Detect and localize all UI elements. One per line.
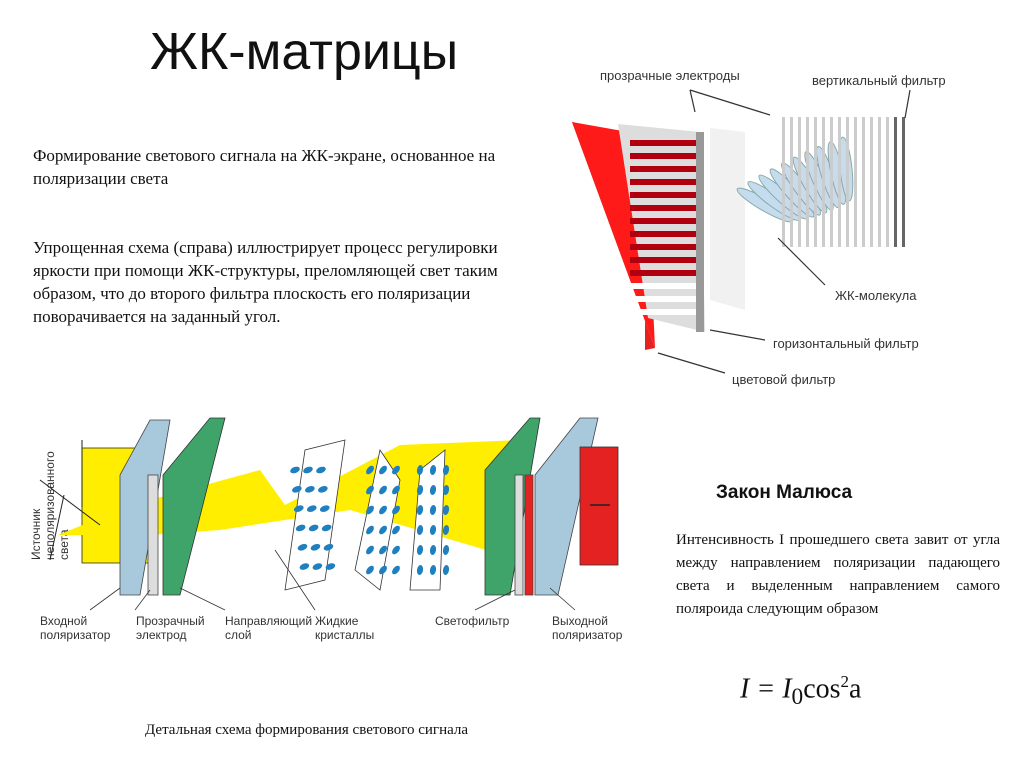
- label-vertical-filter: вертикальный фильтр: [812, 73, 946, 88]
- detailed-lcd-diagram: Источник неполяризованного света Входной…: [29, 417, 623, 642]
- filter-stripe: [630, 244, 696, 250]
- filter-stripe: [782, 117, 785, 247]
- electrode-plate: [710, 128, 745, 310]
- alignment-layer: [162, 417, 226, 596]
- label-lc-molecule: ЖК-молекула: [835, 288, 917, 303]
- filter-stripe: [798, 117, 801, 247]
- filter-stripe: [814, 117, 817, 247]
- label-horizontal-filter: горизонтальный фильтр: [773, 336, 919, 351]
- filter-stripe: [870, 117, 873, 247]
- label-liquid-crystals: Жидкие кристаллы: [315, 614, 374, 642]
- filter-stripe: [886, 117, 889, 247]
- filter-stripe: [806, 117, 809, 247]
- malus-formula: I = I0cos2a: [740, 672, 862, 710]
- filter-stripe: [902, 117, 905, 247]
- page-title: ЖК-матрицы: [150, 23, 459, 81]
- filter-stripe: [838, 117, 841, 247]
- label-transparent-electrode: Прозрачный электрод: [136, 614, 205, 642]
- filter-stripe: [830, 117, 833, 247]
- source-label: Источник неполяризованного света: [29, 448, 71, 560]
- label-color-filter: Светофильтр: [435, 614, 510, 628]
- filter-stripe: [822, 117, 825, 247]
- filter-stripe: [630, 296, 696, 302]
- label-output-polarizer: Выходной поляризатор: [552, 614, 623, 642]
- filter-stripe: [630, 309, 696, 315]
- filter-stripe: [630, 192, 696, 198]
- filter-stripe: [630, 140, 696, 146]
- transparent-electrode: [147, 474, 159, 596]
- lc-molecules: [736, 136, 854, 223]
- liquid-crystals: [284, 439, 450, 591]
- crystal-plate: [284, 439, 346, 591]
- filter-stripe: [854, 117, 857, 247]
- label-color-filter: цветовой фильтр: [732, 372, 835, 387]
- label-input-polarizer: Входной поляризатор: [40, 614, 111, 642]
- lcd-structure-diagram: прозрачные электроды вертикальный фильтр…: [572, 68, 946, 387]
- filter-stripe: [630, 231, 696, 237]
- label-alignment-layer: Направляющий слой: [225, 614, 312, 642]
- filter-stripe: [846, 117, 849, 247]
- vertical-filter-plate: [782, 117, 905, 247]
- filter-stripe: [630, 166, 696, 172]
- malus-law-heading: Закон Малюса: [716, 482, 853, 503]
- intro-paragraph: Формирование светового сигнала на ЖК-экр…: [33, 146, 496, 188]
- filter-stripe: [630, 283, 696, 289]
- crystal-plate: [409, 449, 450, 591]
- filter-stripe: [878, 117, 881, 247]
- filter-stripe: [630, 153, 696, 159]
- malus-law-text: Интенсивность I прошедшего света завит о…: [676, 532, 1000, 617]
- output-light: [579, 446, 619, 566]
- filter-stripe: [630, 270, 696, 276]
- filter-stripe: [894, 117, 897, 247]
- color-filter-red: [524, 474, 534, 596]
- horizontal-filter-plate: [618, 124, 705, 332]
- diagram-caption: Детальная схема формирования светового с…: [145, 722, 469, 738]
- filter-stripe: [630, 257, 696, 263]
- description-paragraph: Упрощенная схема (справа) иллюстрирует п…: [33, 238, 498, 326]
- filter-stripe: [630, 205, 696, 211]
- label-electrodes: прозрачные электроды: [600, 68, 740, 83]
- filter-stripe: [862, 117, 865, 247]
- crystal-plate: [354, 448, 401, 591]
- filter-stripe: [790, 117, 793, 247]
- filter-stripe: [630, 218, 696, 224]
- filter-stripe: [630, 179, 696, 185]
